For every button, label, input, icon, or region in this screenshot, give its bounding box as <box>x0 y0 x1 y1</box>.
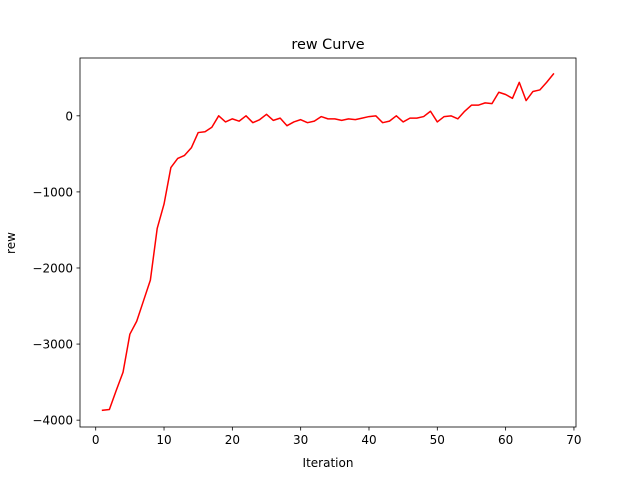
chart-title: rew Curve <box>291 37 364 53</box>
x-tick-label: 0 <box>92 433 100 447</box>
x-tick-label: 70 <box>566 433 581 447</box>
x-tick-label: 30 <box>293 433 308 447</box>
x-tick-label: 60 <box>498 433 513 447</box>
series-line-0 <box>101 72 555 412</box>
x-tick-label: 50 <box>430 433 445 447</box>
x-axis-label: Iteration <box>303 456 354 470</box>
axis-ticks: 0 10 20 30 40 50 60 70 −4000 −3000 −2000 −1000 0 <box>32 109 581 447</box>
y-axis-label: rew <box>4 232 18 254</box>
y-tick-label: −4000 <box>32 414 73 428</box>
y-tick-label: 0 <box>65 109 73 123</box>
x-tick-label: 20 <box>225 433 240 447</box>
y-tick-label: −3000 <box>32 338 73 352</box>
y-tick-label: −1000 <box>32 185 73 199</box>
plot-area <box>79 57 577 428</box>
y-tick-label: −2000 <box>32 261 73 275</box>
x-tick-label: 10 <box>156 433 171 447</box>
x-tick-label: 40 <box>361 433 376 447</box>
axes-frame <box>79 57 577 428</box>
